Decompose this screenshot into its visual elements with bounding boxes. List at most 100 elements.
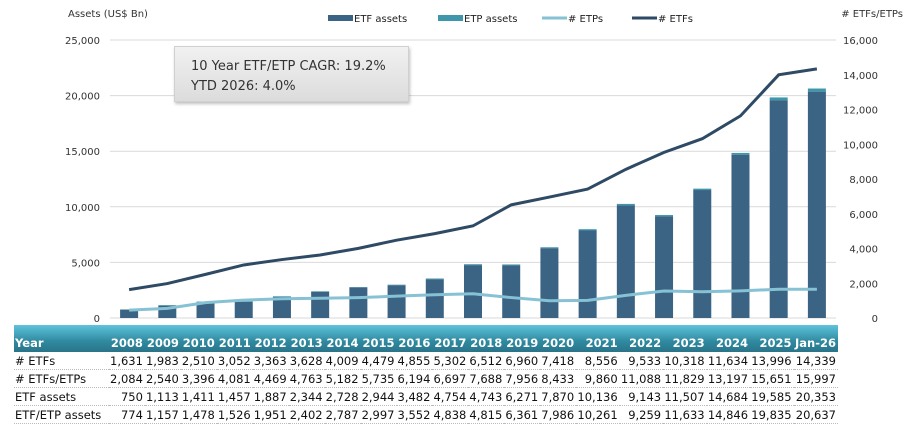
table-cell: 10,136 xyxy=(576,387,620,406)
table-cell: 4,838 xyxy=(432,405,469,424)
table-cell: 6,194 xyxy=(396,369,433,388)
table-cell: 6,271 xyxy=(504,387,541,406)
right-axis-label: # ETFs/ETPs xyxy=(841,9,903,20)
callout-cagr: 10 Year ETF/ETP CAGR: 19.2% xyxy=(191,59,386,74)
etps-count-line xyxy=(129,287,817,312)
table-row: # ETFs 1,631 1,983 2,510 3,052 3,363 3,628 4,00… xyxy=(14,352,838,370)
left-tick-label: 25,000 xyxy=(65,36,100,47)
table-cell: 6,697 xyxy=(432,369,469,388)
callout-ytd: YTD 2026: 4.0% xyxy=(191,79,296,94)
table-cell: 10,261 xyxy=(576,405,620,424)
table-cell: 1,411 xyxy=(180,387,217,406)
header-year: 2016 xyxy=(396,325,433,352)
etf-assets-bar xyxy=(578,230,597,318)
table-cell: 1,457 xyxy=(216,387,253,406)
table-cell: 3,552 xyxy=(396,405,433,424)
left-tick-label: 0 xyxy=(94,314,100,325)
header-year: 2010 xyxy=(180,325,217,352)
table-cell: 774 xyxy=(109,405,145,424)
table-row: # ETFs/ETPs 2,084 2,540 3,396 4,081 4,469 4,76… xyxy=(14,369,838,388)
data-table: Year 2008 2009 2010 2011 2012 2013 2014 2015 2016… xyxy=(14,325,838,424)
table-cell: 4,009 xyxy=(324,352,361,370)
table-cell: 3,396 xyxy=(180,369,217,388)
header-year: 2021 xyxy=(576,325,620,352)
table-cell: 750 xyxy=(109,387,145,406)
table-cell: 1,951 xyxy=(252,405,289,424)
right-tick-label: 4,000 xyxy=(849,245,878,256)
table-cell: 20,353 xyxy=(793,387,838,406)
legend-label: # ETFs xyxy=(658,14,693,25)
table-cell: 5,302 xyxy=(432,352,469,370)
etp-assets-bar xyxy=(769,97,788,101)
left-tick-label: 15,000 xyxy=(65,147,100,158)
table-cell: 11,829 xyxy=(663,369,707,388)
table-cell: 15,997 xyxy=(793,369,838,388)
table-cell: 9,533 xyxy=(619,352,664,370)
right-tick-label: 14,000 xyxy=(843,71,878,82)
table-cell: 1,887 xyxy=(252,387,289,406)
right-tick-label: 8,000 xyxy=(849,175,878,186)
etp-assets-bar xyxy=(807,88,826,92)
etfs-count-line xyxy=(128,67,818,292)
table-row: ETF/ETP assets 774 1,157 1,478 1,526 1,951 2,4… xyxy=(14,405,838,424)
etf-assets-bar xyxy=(120,309,139,318)
table-cell: 2,540 xyxy=(144,369,181,388)
table-cell: 4,815 xyxy=(468,405,505,424)
etf-assets-chart: 0 5,000 10,000 15,000 20,000 25,000 0 2,000 4,00… xyxy=(65,9,903,325)
etp-assets-bar xyxy=(616,203,635,206)
table-cell: 2,084 xyxy=(109,369,145,388)
table-cell: 7,956 xyxy=(504,369,541,388)
table-cell: 9,143 xyxy=(619,387,664,406)
table-cell: 1,983 xyxy=(144,352,181,370)
left-tick-label: 10,000 xyxy=(65,203,100,214)
table-cell: 13,197 xyxy=(706,369,751,388)
row-label: ETF/ETP assets xyxy=(14,405,109,424)
table-cell: 15,651 xyxy=(750,369,794,388)
etf-assets-bar xyxy=(616,205,635,318)
header-year: 2009 xyxy=(144,325,181,352)
header-year-label: Year xyxy=(14,325,109,352)
table-cell: 19,585 xyxy=(750,387,794,406)
table-cell: 3,482 xyxy=(396,387,433,406)
table-cell: 7,986 xyxy=(540,405,577,424)
table-cell: 19,835 xyxy=(750,405,794,424)
table-cell: 2,787 xyxy=(324,405,361,424)
etf-assets-bar xyxy=(655,216,674,318)
etp-assets-bar xyxy=(578,229,597,231)
table-cell: 13,996 xyxy=(750,352,794,370)
header-year: 2024 xyxy=(706,325,751,352)
row-label: # ETFs/ETPs xyxy=(14,369,109,388)
header-year: 2018 xyxy=(468,325,505,352)
header-year: 2015 xyxy=(360,325,397,352)
cagr-callout: 10 Year ETF/ETP CAGR: 19.2% YTD 2026: 4.… xyxy=(174,46,409,102)
table-cell: 9,259 xyxy=(619,405,664,424)
etf-assets-bar xyxy=(502,265,521,318)
header-year: 2022 xyxy=(619,325,664,352)
table-cell: 4,743 xyxy=(468,387,505,406)
etp-assets-bar xyxy=(272,296,291,298)
row-label: # ETFs xyxy=(14,352,109,370)
right-tick-label: 0 xyxy=(872,314,878,325)
etp-assets-bar xyxy=(464,264,482,266)
etf-assets-bar xyxy=(693,190,712,318)
table-cell: 2,510 xyxy=(180,352,217,370)
table-cell: 6,512 xyxy=(468,352,505,370)
etf-assets-bar xyxy=(731,154,750,318)
etf-assets-bar xyxy=(464,265,482,318)
table-cell: 2,728 xyxy=(324,387,361,406)
table-cell: 20,637 xyxy=(793,405,838,424)
header-year: 2020 xyxy=(540,325,577,352)
table-cell: 14,684 xyxy=(706,387,751,406)
header-year: 2013 xyxy=(288,325,325,352)
table-cell: 2,402 xyxy=(288,405,325,424)
legend-swatch xyxy=(438,15,463,21)
table-cell: 3,363 xyxy=(252,352,289,370)
etf-assets-bar xyxy=(196,302,215,318)
table-cell: 2,997 xyxy=(360,405,397,424)
legend-label: ETP assets xyxy=(464,14,517,25)
header-year: 2025 xyxy=(750,325,794,352)
right-tick-label: 2,000 xyxy=(849,279,878,290)
header-year: 2023 xyxy=(663,325,707,352)
etp-assets-bar xyxy=(693,188,712,191)
table-cell: 1,478 xyxy=(180,405,217,424)
